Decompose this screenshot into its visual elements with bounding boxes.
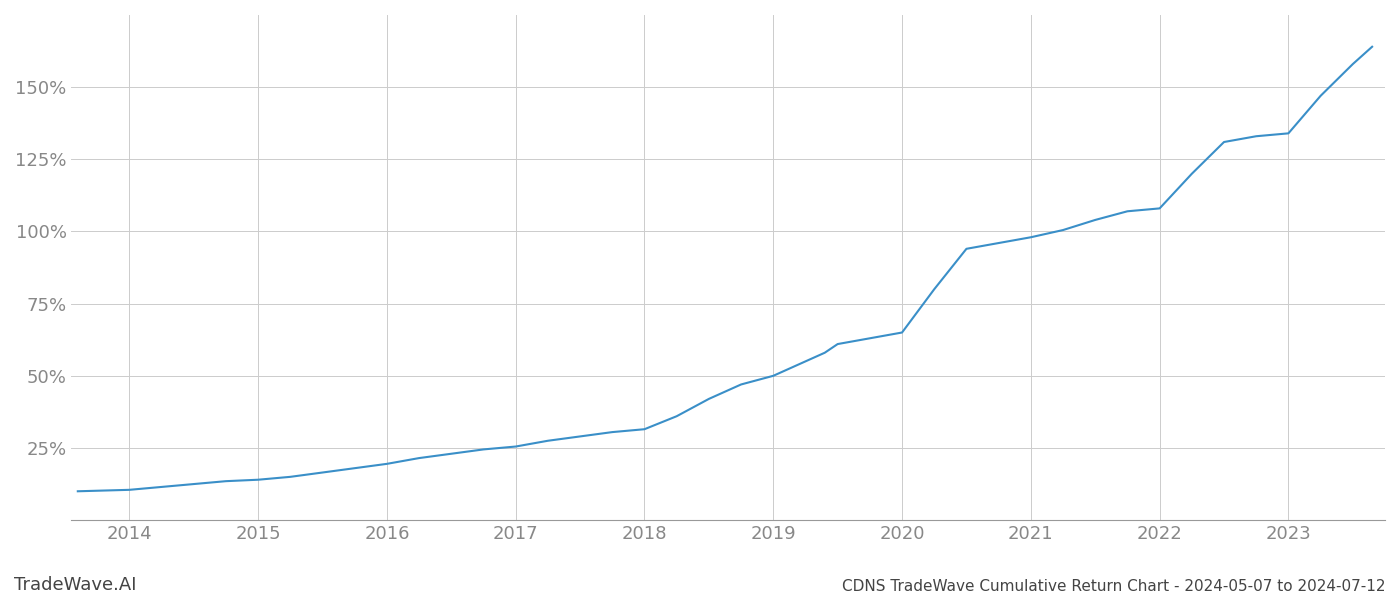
Text: CDNS TradeWave Cumulative Return Chart - 2024-05-07 to 2024-07-12: CDNS TradeWave Cumulative Return Chart -… [843,579,1386,594]
Text: TradeWave.AI: TradeWave.AI [14,576,137,594]
